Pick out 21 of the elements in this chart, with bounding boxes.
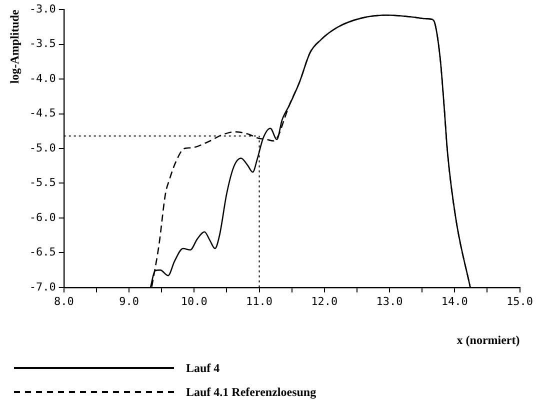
y-axis-title: log-Amplitude: [7, 8, 22, 84]
y-tick-label: -6.0: [29, 210, 56, 224]
x-tick-label: 10.0: [180, 294, 208, 308]
y-tick-label: -7.0: [29, 280, 56, 294]
y-tick-label: -4.0: [29, 72, 56, 85]
x-tick-label: 13.0: [376, 294, 403, 308]
y-tick-label: -4.5: [29, 106, 56, 120]
x-axis-title: x (normiert): [456, 332, 520, 347]
y-tick-label: -5.5: [29, 176, 56, 190]
x-tick-label: 11.0: [246, 294, 273, 308]
y-tick-label: -6.5: [29, 246, 56, 259]
legend-label: Lauf 4: [186, 360, 220, 376]
x-tick-label: 9.0: [119, 294, 139, 308]
legend-label: Lauf 4.1 Referenzloesung: [186, 384, 316, 400]
x-tick-label: 14.0: [441, 294, 468, 308]
y-tick-label: -3.5: [29, 37, 56, 50]
x-tick-label: 8.0: [54, 294, 74, 308]
x-tick-label: 15.0: [506, 294, 534, 308]
y-tick-label: -3.0: [29, 2, 56, 16]
y-tick-label: -5.0: [29, 141, 56, 154]
x-tick-label: 12.0: [311, 294, 338, 308]
